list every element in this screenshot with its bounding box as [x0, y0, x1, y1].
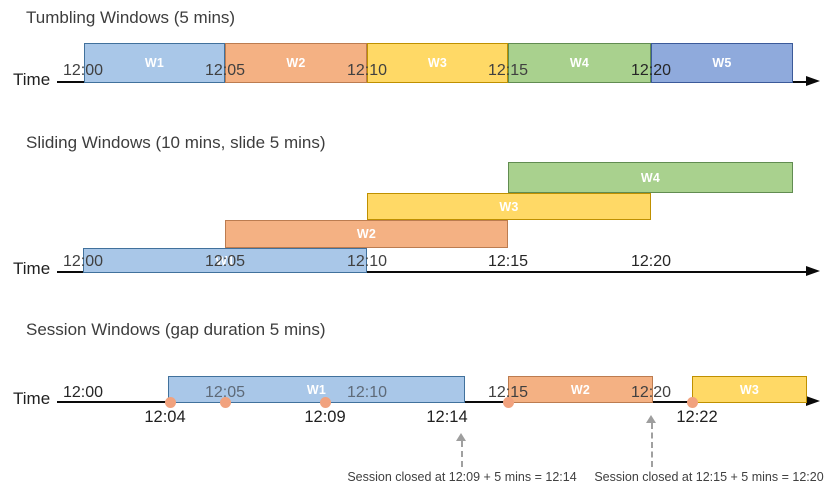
session-closed-note-1: Session closed at 12:09 + 5 mins = 12:14: [347, 470, 577, 484]
sliding-window-w4-label: W4: [640, 170, 661, 185]
sliding-axis-line: [57, 271, 809, 273]
sliding-axis-arrow-icon: [806, 266, 820, 276]
tumbling-window-w3-label: W3: [427, 56, 448, 70]
tumbling-window-w1-label: W1: [144, 56, 165, 70]
sliding-tick-12-15: 12:15: [487, 253, 529, 270]
event-dot: [164, 396, 176, 408]
annotation-dashed-line: [461, 441, 463, 467]
tumbling-tick-12-05: 12:05: [204, 62, 246, 79]
sliding-window-w3-label: W3: [499, 199, 519, 214]
tumbling-window-w4-label: W4: [569, 56, 590, 70]
tumbling-tick-12-10: 12:10: [346, 62, 388, 79]
tumbling-window-w3: W3: [367, 43, 508, 83]
event-dot: [686, 396, 698, 408]
tumbling-time-axis-label: Time: [13, 70, 51, 89]
session-time-axis-label: Time: [13, 389, 51, 408]
session-window-w2-label: W2: [570, 382, 591, 397]
annotation-dashed-line: [651, 423, 653, 467]
session-tick-12-05: 12:05: [204, 384, 246, 401]
sliding-window-w1: W1: [83, 248, 367, 273]
session-tick-12-10: 12:10: [346, 384, 388, 401]
tumbling-tick-12-20: 12:20: [630, 62, 672, 79]
event-dot: [502, 396, 514, 408]
sliding-window-w1-label: W1: [215, 253, 235, 268]
tumbling-window-w2: W2: [225, 43, 367, 83]
event-time-12-09: 12:09: [304, 408, 346, 426]
session-title: Session Windows (gap duration 5 mins): [26, 320, 326, 339]
session-window-w1: W1: [168, 376, 465, 403]
sliding-title: Sliding Windows (10 mins, slide 5 mins): [26, 133, 326, 152]
tumbling-axis-arrow-icon: [806, 76, 820, 86]
tumbling-window-w4: W4: [508, 43, 651, 83]
session-tick-12-15: 12:15: [487, 384, 529, 401]
tumbling-window-w5: W5: [651, 43, 793, 83]
tumbling-tick-12-15: 12:15: [487, 62, 529, 79]
event-time-12-22: 12:22: [676, 408, 718, 426]
session-tick-12-20: 12:20: [630, 384, 672, 401]
session-window-w1-label: W1: [306, 382, 327, 397]
sliding-tick-12-10: 12:10: [346, 253, 388, 270]
sliding-time-axis-label: Time: [13, 259, 51, 278]
session-tick-12-00: 12:00: [62, 384, 104, 401]
sliding-window-w4: W4: [508, 162, 793, 193]
event-time-12-04: 12:04: [144, 408, 186, 426]
session-window-w3-label: W3: [739, 382, 760, 397]
annotation-arrow-up-icon: [646, 415, 656, 423]
sliding-tick-12-00: 12:00: [62, 253, 104, 270]
session-closed-note-2: Session closed at 12:15 + 5 mins = 12:20: [594, 470, 824, 484]
sliding-window-w2-label: W2: [356, 227, 377, 241]
sliding-window-w3: W3: [367, 193, 651, 220]
tumbling-tick-12-00: 12:00: [62, 62, 104, 79]
sliding-tick-12-05: 12:05: [204, 253, 246, 270]
sliding-tick-12-20: 12:20: [630, 253, 672, 270]
event-dot: [219, 396, 231, 408]
session-window-w2: W2: [508, 376, 653, 403]
session-axis-arrow-icon: [806, 396, 820, 406]
tumbling-window-w2-label: W2: [286, 56, 306, 70]
close-time-12-14: 12:14: [426, 408, 468, 426]
event-dot: [319, 396, 331, 408]
annotation-arrow-up-icon: [456, 433, 466, 441]
sliding-window-w2: W2: [225, 220, 508, 248]
tumbling-window-w5-label: W5: [712, 56, 732, 70]
tumbling-title: Tumbling Windows (5 mins): [26, 8, 236, 27]
session-window-w3: W3: [692, 376, 807, 403]
tumbling-window-w1: W1: [84, 43, 225, 83]
